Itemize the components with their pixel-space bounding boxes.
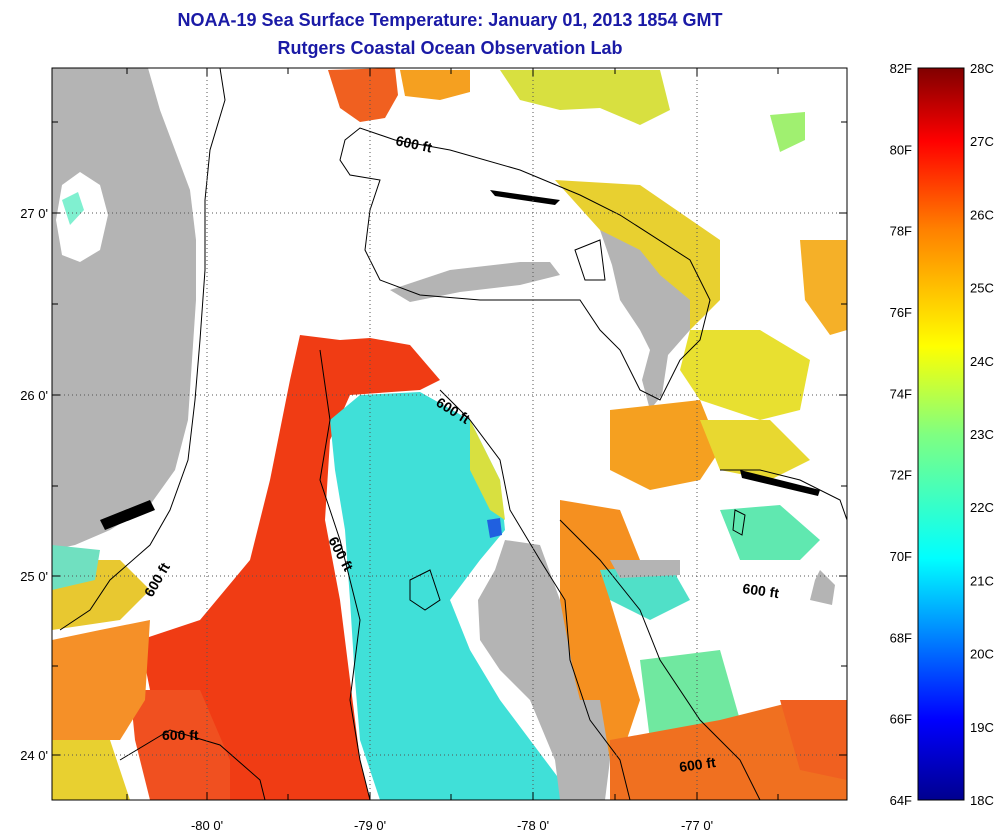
warm-water-west-ext <box>130 690 230 800</box>
lat-label: 27 0' <box>20 206 48 221</box>
contour-tongue-of-ocean <box>559 519 761 800</box>
colorbar-f-label: 66F <box>890 712 912 727</box>
green-patch-tongue <box>600 565 690 620</box>
lat-label: 24 0' <box>20 748 48 763</box>
yellow-patch-mid <box>700 420 810 480</box>
contour-label: 600 ft <box>394 132 433 155</box>
lat-label: 26 0' <box>20 388 48 403</box>
lake-okeechobee <box>56 172 108 262</box>
colorbar-f-label: 78F <box>890 224 912 239</box>
colorbar-f-label: 72F <box>890 468 912 483</box>
axis-ticks <box>52 68 847 800</box>
colorbar-f-label: 70F <box>890 549 912 564</box>
contour-andros-west <box>319 349 371 800</box>
contour-sw <box>119 729 266 800</box>
contour-tongue-east <box>439 389 631 800</box>
warm-patch-north-2 <box>400 70 470 100</box>
contour-exuma-loop <box>732 509 746 536</box>
colorbar-fahrenheit-labels: 82F 80F 78F 76F 74F 72F 70F 68F 66F 64F <box>890 61 912 808</box>
colorbar-f-label: 80F <box>890 142 912 157</box>
lon-label: -78 0' <box>517 818 549 833</box>
orange-patch-far-se <box>780 700 847 780</box>
orange-patch-east <box>800 240 847 335</box>
map-frame <box>51 67 848 801</box>
yellow-fringe-tongue <box>470 420 505 520</box>
yellow-patch-ne <box>500 70 670 125</box>
contour-florida <box>59 68 226 631</box>
colorbar-c-label: 22C <box>970 500 994 515</box>
colorbar-f-label: 76F <box>890 305 912 320</box>
lat-label: 25 0' <box>20 569 48 584</box>
contour-label: 600 ft <box>678 754 717 775</box>
colorbar-c-label: 19C <box>970 720 994 735</box>
exuma-island <box>810 570 835 605</box>
coastline-detail <box>100 190 820 530</box>
abaco-island <box>600 230 690 410</box>
colorbar-c-label: 23C <box>970 427 994 442</box>
colorbar-f-label: 82F <box>890 61 912 76</box>
orange-coastal-florida <box>52 620 150 740</box>
yellow-patch-sw <box>52 740 130 800</box>
colorbar-c-label: 26C <box>970 207 994 222</box>
contour-loop <box>409 569 441 611</box>
colorbar-c-label: 20C <box>970 647 994 662</box>
contour-label: 600 ft <box>162 727 199 743</box>
colorbar <box>917 67 965 801</box>
warm-water-band <box>140 335 440 800</box>
orange-patch-mid <box>610 400 720 490</box>
green-patch-exuma <box>720 505 820 560</box>
lake-water-patch <box>62 192 84 225</box>
contour-east <box>720 469 847 521</box>
colorbar-c-label: 21C <box>970 573 994 588</box>
colorbar-celsius-labels: 28C 27C 26C 25C 24C 23C 22C 21C 20C 19C 18C <box>970 61 994 808</box>
cool-water-tongue <box>330 392 560 800</box>
green-patch-keys <box>52 545 100 590</box>
lon-label: -77 0' <box>681 818 713 833</box>
contour-grand-bahama <box>339 127 711 401</box>
map-title: NOAA-19 Sea Surface Temperature: January… <box>177 10 723 30</box>
colorbar-c-label: 27C <box>970 134 994 149</box>
green-patch-ne <box>770 112 805 152</box>
blue-spot <box>487 518 502 538</box>
lon-label: -80 0' <box>191 818 223 833</box>
colorbar-c-label: 24C <box>970 354 994 369</box>
warm-patch-north <box>328 68 398 122</box>
map-subtitle: Rutgers Coastal Ocean Observation Lab <box>277 38 623 58</box>
colorbar-f-label: 68F <box>890 630 912 645</box>
map-content <box>52 68 847 800</box>
contour-abaco-inner <box>574 239 606 281</box>
lon-label: -79 0' <box>354 818 386 833</box>
colorbar-f-label: 64F <box>890 793 912 808</box>
colorbar-c-label: 25C <box>970 281 994 296</box>
colorbar-c-label: 18C <box>970 793 994 808</box>
depth-contours <box>59 68 847 800</box>
grand-bahama-island <box>390 262 560 302</box>
colorbar-c-label: 28C <box>970 61 994 76</box>
yellow-patch-abaco <box>680 330 810 420</box>
eleuthera-island <box>610 560 680 578</box>
contour-label-east: 600 ft <box>742 580 781 601</box>
graticule <box>52 68 847 800</box>
colorbar-f-label: 74F <box>890 386 912 401</box>
